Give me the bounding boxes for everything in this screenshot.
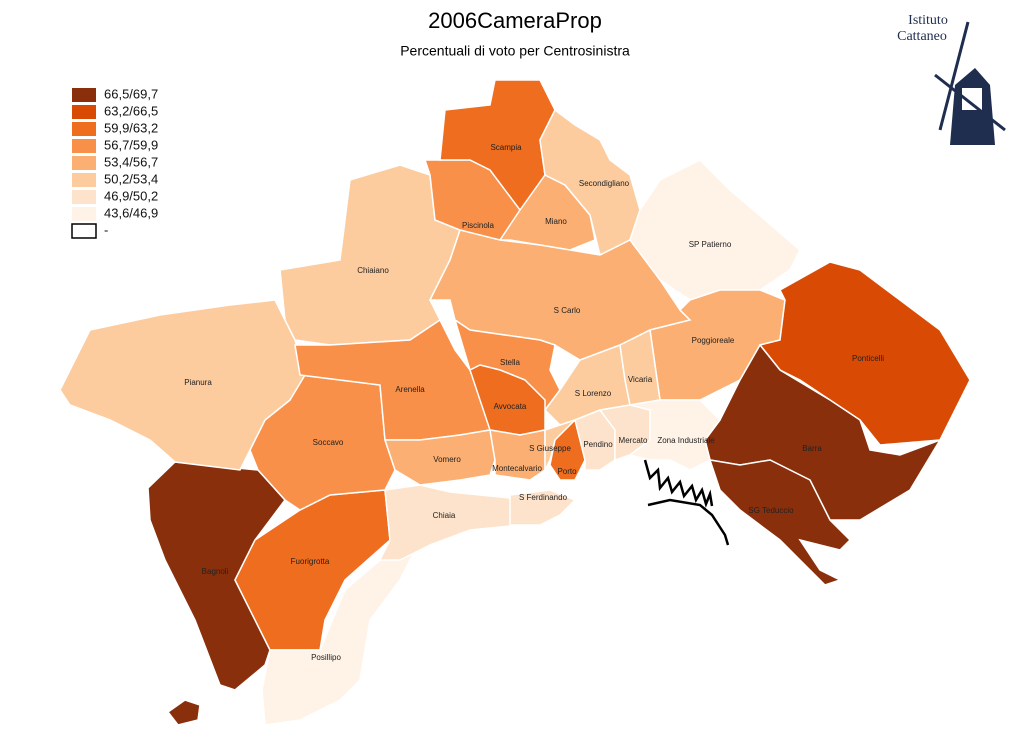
logo-window (962, 88, 982, 110)
regions (59, 79, 971, 726)
logo-text: Cattaneo (897, 29, 947, 44)
district-label: Avvocata (494, 402, 527, 411)
district-label: S Ferdinando (519, 493, 568, 502)
legend-label: 50,2/53,4 (104, 171, 158, 186)
district-label: Piscinola (462, 221, 495, 230)
legend-label: 43,6/46,9 (104, 205, 158, 220)
district-label: Chiaiano (357, 266, 389, 275)
district-label: Stella (500, 358, 521, 367)
district-label: Pendino (583, 440, 613, 449)
district-label: Vomero (433, 455, 461, 464)
region-labels: Bagnoli Fuorigrotta Posillipo Chiaia S Ferdi… (184, 143, 884, 662)
district-label: Soccavo (313, 438, 344, 447)
district-label: Posillipo (311, 653, 341, 662)
legend-swatch (71, 223, 97, 239)
map-title: 2006CameraProp (428, 8, 602, 33)
legend-swatch (72, 139, 96, 153)
legend-swatch (72, 190, 96, 204)
district-label: Barra (802, 444, 822, 453)
legend-swatch (72, 173, 96, 187)
legend-label: 66,5/69,7 (104, 86, 158, 101)
district (166, 699, 201, 726)
legend-swatch (72, 122, 96, 136)
district-label: Zona Industriale (657, 436, 715, 445)
district (708, 459, 852, 586)
district-label: Chiaia (433, 511, 456, 520)
district (509, 489, 577, 526)
district-label: Miano (545, 217, 567, 226)
logo-sail (934, 73, 1006, 132)
district-label: Arenella (395, 385, 425, 394)
legend: 66,5/69,7 63,2/66,5 59,9/63,2 56,7/59,9 53,4… (71, 86, 158, 239)
legend-swatch (72, 105, 96, 119)
district-label: Secondigliano (579, 179, 630, 188)
district-label: S Carlo (554, 306, 581, 315)
district-label: Fuorigrotta (291, 557, 330, 566)
district-label: Scampia (490, 143, 522, 152)
logo-text: Istituto (908, 13, 948, 28)
district-label: Vicaria (628, 375, 653, 384)
district-label: S Giuseppe (529, 444, 571, 453)
legend-swatch (72, 88, 96, 102)
legend-label: 63,2/66,5 (104, 103, 158, 118)
legend-label: 56,7/59,9 (104, 137, 158, 152)
district (59, 299, 306, 471)
district (261, 538, 422, 726)
legend-label: 59,9/63,2 (104, 120, 158, 135)
district-label: Porto (557, 467, 577, 476)
harbor (643, 459, 714, 508)
logo-sail (938, 21, 970, 131)
district-label: SG Teduccio (748, 506, 794, 515)
district (628, 399, 721, 471)
district-label: S Lorenzo (575, 389, 612, 398)
district-label: SP Patierno (689, 240, 732, 249)
district-label: Mercato (619, 436, 648, 445)
district-label: Bagnoli (202, 567, 229, 576)
legend-swatch (72, 156, 96, 170)
district (469, 364, 546, 436)
district-label: Ponticelli (852, 354, 884, 363)
district (383, 429, 496, 486)
logo: Istituto Cattaneo (897, 13, 1006, 145)
district-label: Montecalvario (492, 464, 542, 473)
district-label: Poggioreale (692, 336, 735, 345)
district-label: Pianura (184, 378, 212, 387)
district (378, 484, 542, 561)
pier (647, 498, 730, 546)
legend-label: 46,9/50,2 (104, 188, 158, 203)
legend-swatch (72, 207, 96, 221)
map-subtitle: Percentuali di voto per Centrosinistra (400, 43, 630, 59)
legend-label: 53,4/56,7 (104, 154, 158, 169)
legend-label: - (104, 222, 108, 237)
